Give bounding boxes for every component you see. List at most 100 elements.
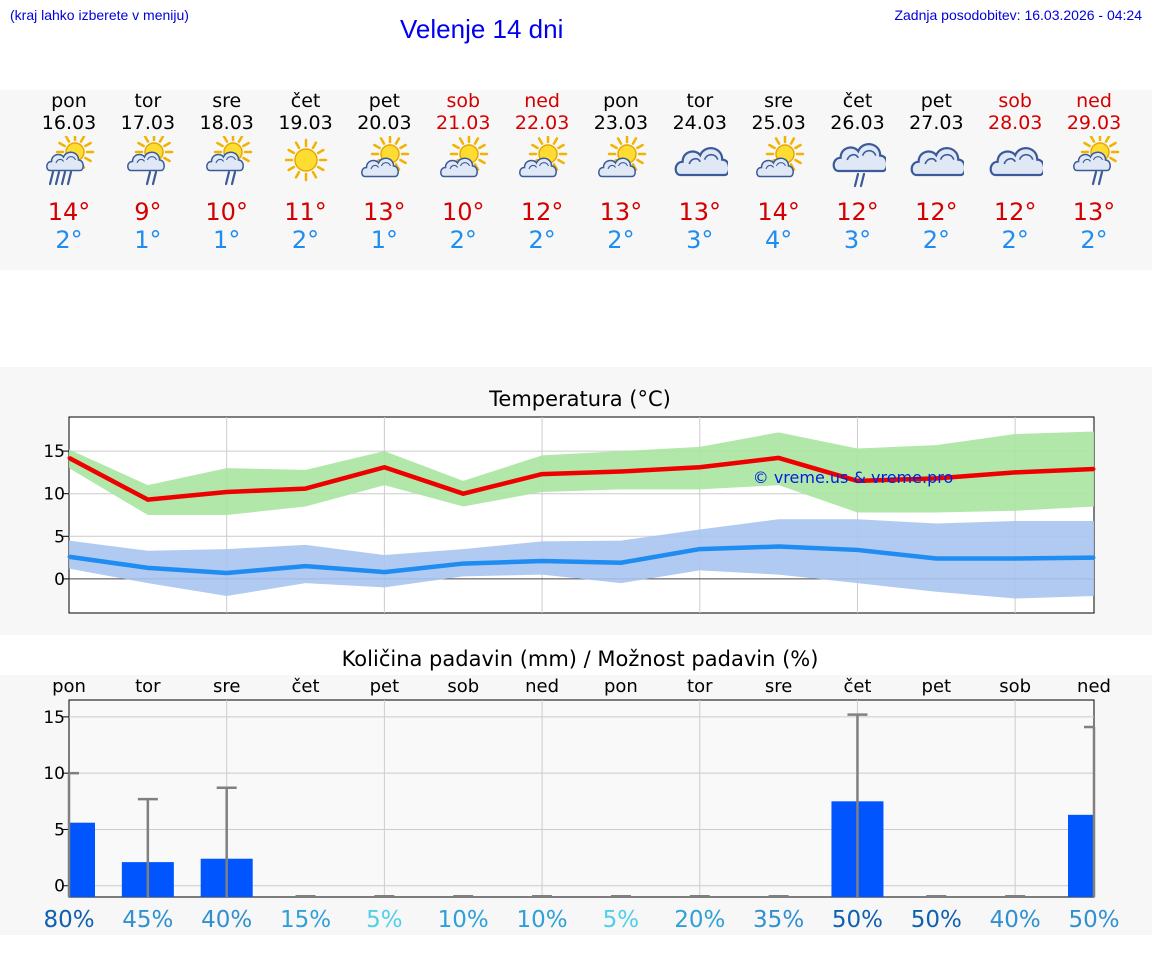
max-temperature: 13° [599,198,643,226]
min-temperature: 1° [134,226,162,254]
cloud-shape [598,157,636,178]
sun-ray [537,137,544,145]
cloud-icon [989,147,1044,177]
sun-ray [294,170,300,179]
day-date: 24.03 [672,112,727,134]
sun-cloud-rain-icon [126,136,174,186]
precipitation-probability-label: 50% [1068,907,1119,933]
min-temperature: 2° [449,226,477,254]
max-temperature-point [1092,467,1096,471]
max-temperature: 10° [205,198,248,226]
cloud-detail [55,156,77,164]
cloud-outline [126,151,165,172]
sun-ray [399,143,408,150]
max-temperature-point [1013,470,1017,474]
max-temperature-point [777,456,781,460]
max-temperature: 14° [757,198,800,226]
day-name: pon [51,90,87,112]
min-temperature-point [540,559,544,563]
sun-ray [610,143,618,150]
cloud-icon [674,147,728,177]
rain-drop [48,170,55,186]
sun-ray [767,143,776,150]
x-category-label: čet [843,676,871,697]
cloud-shape [361,157,400,178]
x-category-label: tor [687,676,713,697]
precipitation-probability-label: 5% [366,907,403,933]
rain-drop [859,172,865,188]
weather-icon [674,147,728,177]
precipitation-chart-title: Količina padavin (mm) / Možnost padavin … [341,647,819,671]
x-category-label: pet [370,676,400,697]
cloud-outline [832,143,886,173]
rain-drop [145,170,151,186]
min-temperature: 2° [1001,226,1029,254]
sun-ray [1109,156,1117,163]
sun-ray [311,141,317,150]
precipitation-probability-label: 10% [517,907,568,933]
max-temperature: 14° [47,198,91,226]
sun-ray [1104,136,1111,143]
sun-ray [158,136,165,143]
sun-ray [793,158,802,165]
sun-ray [774,137,780,145]
max-temperature-point [855,479,859,483]
sun-ray [311,170,317,179]
min-temperature: 1° [370,226,399,254]
temperature-chart-title: Temperatura (°C) [489,387,671,411]
cloud-shape [519,157,558,178]
sun-ray [1109,141,1117,148]
min-temperature: 1° [213,226,241,254]
min-temperature-point [1013,556,1017,560]
y-tick-label: 0 [54,877,65,897]
sun-ray [241,141,250,148]
rain-drop [151,170,157,186]
day-name: pon [603,90,639,112]
sun-ray [552,137,559,145]
day-date: 16.03 [41,112,97,134]
sun-ray [789,137,795,145]
max-temperature: 13° [1072,198,1116,226]
min-temperature-point [67,555,71,559]
sun-cloud-icon [519,136,568,178]
cloud-outline [46,151,84,172]
sun-ray [79,136,86,143]
max-temperature-line [67,455,1095,502]
weather-icon [126,136,174,186]
day-name: sob [998,90,1032,112]
weather-icon [519,136,568,178]
sun-cloud-icon [361,136,410,178]
sun-ray [316,165,325,172]
y-tick-label: 0 [54,570,65,590]
min-temperature: 3° [843,226,872,254]
x-category-label: pet [922,676,952,697]
max-temperature-point [382,465,386,469]
rain-drop [853,172,859,188]
weather-icon [910,147,965,177]
min-temperature: 2° [922,226,950,254]
page-title: Velenje 14 dni [400,14,564,44]
cloud-outline [440,157,479,178]
cloud-outline [519,157,558,178]
cloud-detail [1082,156,1104,164]
precipitation-probability-label: 50% [911,907,962,933]
x-category-label: ned [525,676,559,697]
precipitation-probability-label: 10% [438,907,489,933]
min-temperature-point [777,545,781,549]
max-temperature-point [934,476,938,480]
sun-ray [215,141,224,148]
weather-icon [755,136,804,178]
day-name: sre [764,90,794,112]
x-category-label: tor [135,676,161,697]
day-name: pet [920,90,952,112]
rain-drop [60,170,67,186]
rain-drop [1091,170,1098,186]
max-temperature: 12° [836,198,879,226]
cloud-detail [215,156,236,164]
precipitation-chart: pon tor sre čet pet sob ned pon tor sre čet pet sob n… [43,676,1119,933]
y-tick-label: 10 [43,764,65,784]
rain-drop [54,170,61,186]
sun-cloud-icon [598,136,647,178]
sun-ray [616,137,623,145]
weather-icon [989,147,1044,177]
